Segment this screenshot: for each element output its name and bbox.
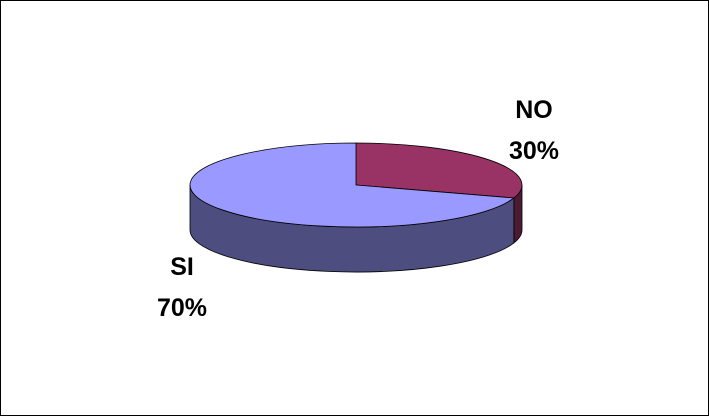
label-si-name: SI — [170, 253, 194, 281]
label-si-value: 70% — [157, 294, 207, 322]
pie-slice-no — [355, 142, 523, 199]
pie-slice-si — [189, 142, 515, 228]
pie-slices — [189, 142, 523, 228]
label-no-name: NO — [515, 96, 553, 124]
label-no-value: 30% — [509, 137, 559, 165]
pie-labels: NO 30% SI 70% — [157, 96, 559, 322]
